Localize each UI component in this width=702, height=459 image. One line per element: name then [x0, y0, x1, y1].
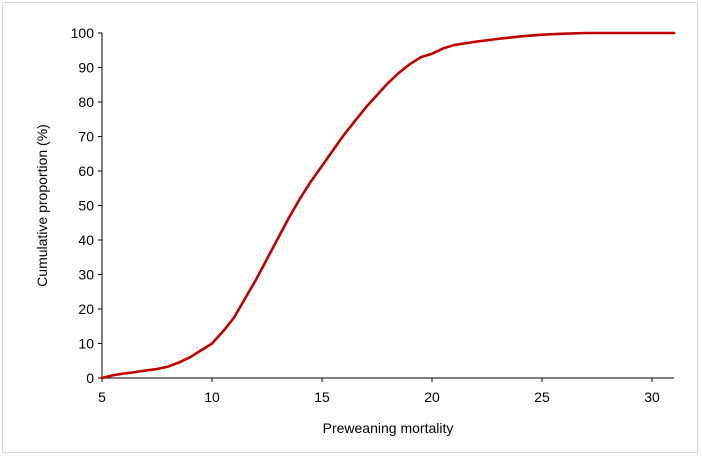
y-tick-label: 90: [78, 60, 94, 76]
y-tick-label: 80: [78, 94, 94, 110]
x-tick-label: 5: [98, 389, 106, 405]
y-tick-label: 100: [71, 25, 95, 41]
x-tick-label: 15: [314, 389, 330, 405]
series: [100, 31, 676, 380]
y-axis-label: Cumulative proportion (%): [34, 124, 50, 287]
y-tick-label: 70: [78, 129, 94, 145]
x-tick-label: 10: [204, 389, 220, 405]
y-tick-label: 20: [78, 301, 94, 317]
y-tick-label: 10: [78, 336, 94, 352]
y-tick-label: 40: [78, 232, 94, 248]
y-tick-label: 30: [78, 267, 94, 283]
cumulative-proportion-chart: 0 10 20 30 40 50 60 70 80 90 100 5 10 15 20 25 30 Prewe…: [34, 25, 676, 436]
y-ticks: 0 10 20 30 40 50 60 70 80 90 100: [71, 25, 102, 386]
x-tick-label: 30: [644, 389, 660, 405]
series-line: [100, 31, 676, 380]
y-tick-label: 60: [78, 163, 94, 179]
y-tick-label: 50: [78, 198, 94, 214]
x-tick-label: 20: [424, 389, 440, 405]
x-axis-label: Preweaning mortality: [323, 420, 454, 436]
y-tick-label: 0: [86, 370, 94, 386]
x-tick-label: 25: [534, 389, 550, 405]
chart-frame: 0 10 20 30 40 50 60 70 80 90 100 5 10 15 20 25 30 Prewe…: [2, 2, 698, 453]
x-ticks: 5 10 15 20 25 30: [98, 378, 660, 405]
